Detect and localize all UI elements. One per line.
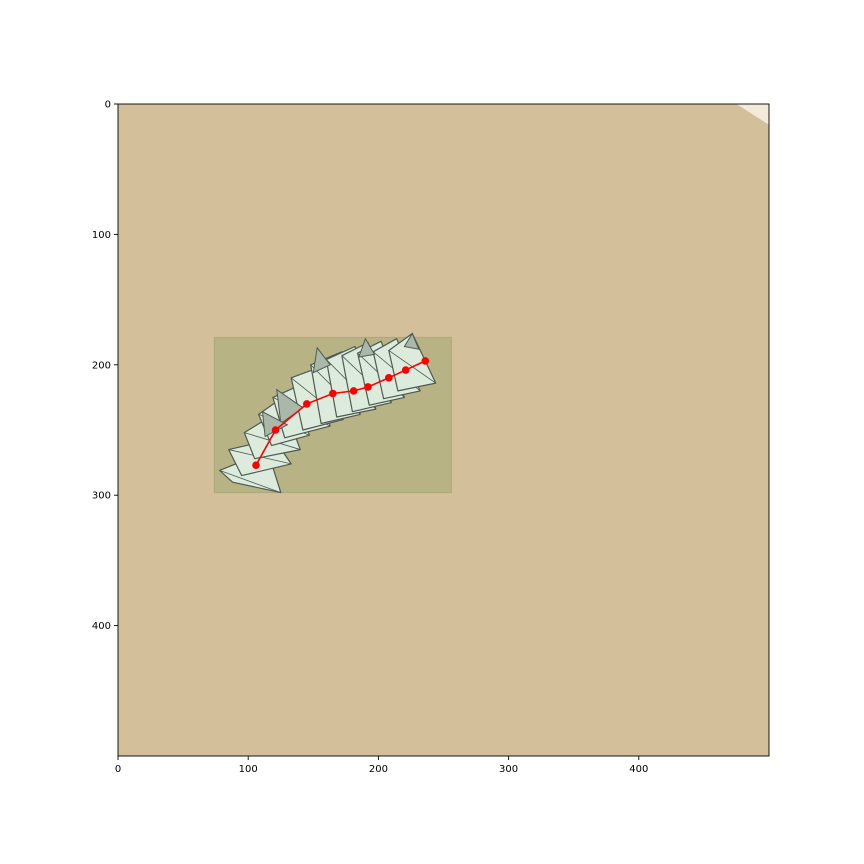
y-tick-label: 100 [92,230,111,241]
x-tick-label: 100 [239,764,258,775]
x-tick-label: 400 [629,764,648,775]
image-corner [736,104,769,125]
trajectory-point [349,387,358,395]
y-tick-label: 300 [92,491,111,502]
trajectory-point [401,366,410,374]
trajectory-point [252,461,260,470]
x-tick-label: 200 [369,764,388,775]
sheet-spike [403,332,420,350]
trajectory-point [329,389,337,398]
plot-area [118,104,769,756]
trajectory-point [364,383,372,391]
y-tick-label: 0 [105,100,111,111]
x-tick-label: 0 [115,764,121,775]
sheet-spike [358,337,376,358]
y-tick-label: 400 [92,621,111,632]
trajectory-point [385,374,393,382]
sheet-panel [388,332,437,392]
trajectory-point [271,426,280,434]
x-tick-label: 300 [499,764,518,775]
trajectory-point [421,357,430,365]
sheet-spike [312,346,331,374]
axes: 0 100 200 300 400 0 100 200 300 400 [92,100,770,775]
sheet-crease [219,470,281,493]
y-tick-label: 200 [92,360,111,371]
trajectory-point [302,400,311,408]
axes-frame [117,103,770,757]
